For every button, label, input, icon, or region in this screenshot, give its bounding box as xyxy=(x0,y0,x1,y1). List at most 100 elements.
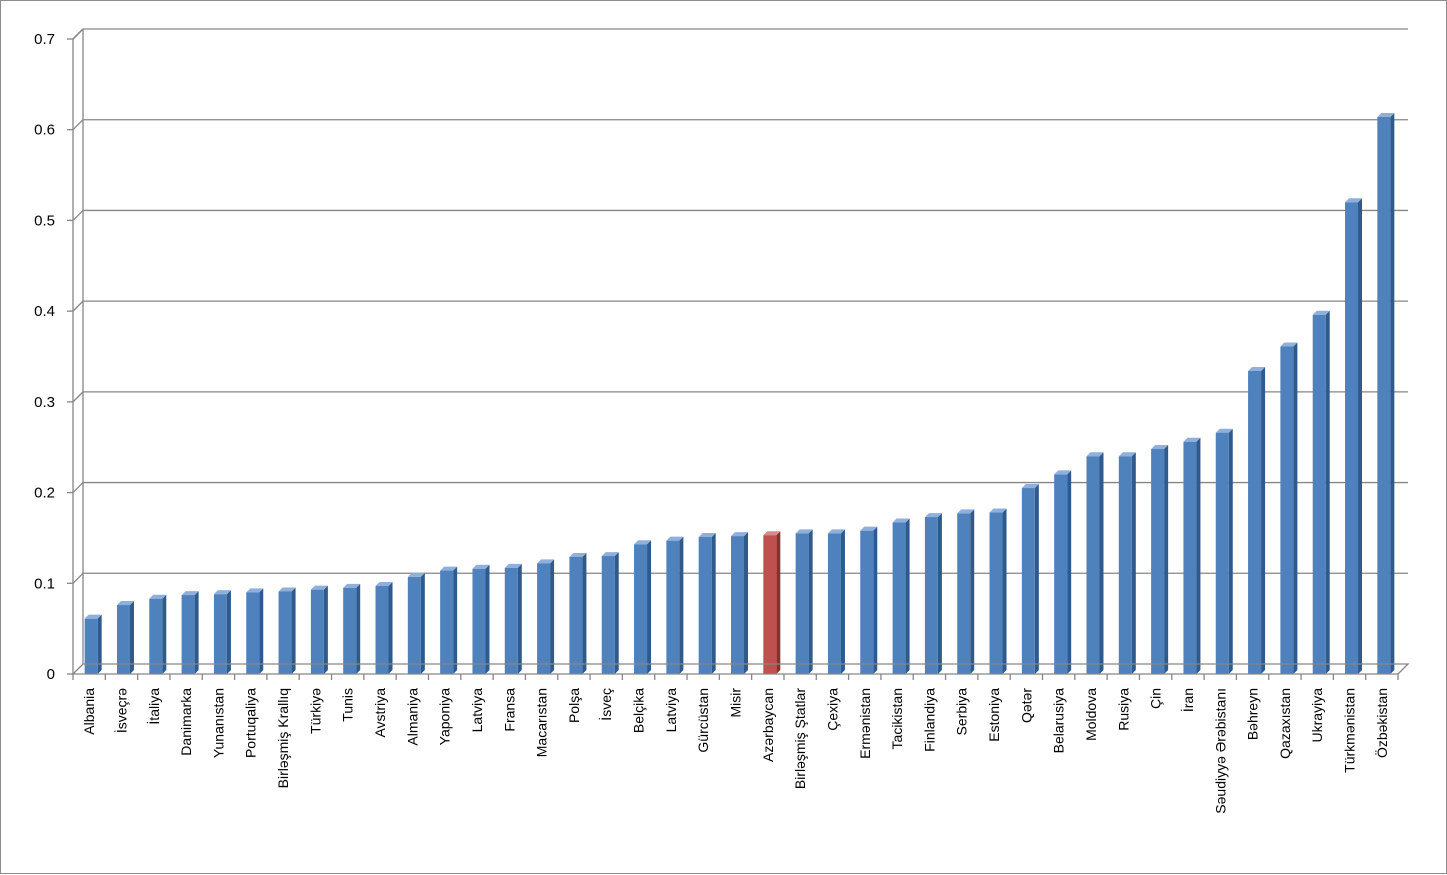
bar-front xyxy=(375,586,389,674)
x-tick-label: Yaponiya xyxy=(437,688,453,746)
x-tick-label: Qətər xyxy=(1018,688,1034,723)
bar-top xyxy=(924,513,942,518)
bar-top xyxy=(860,526,878,531)
bar xyxy=(666,536,684,674)
x-tick-label: Belarusiya xyxy=(1051,688,1067,754)
x-tick-label: Türkmənistan xyxy=(1342,688,1358,773)
bar-front xyxy=(731,536,744,674)
y-tick-label: 0.7 xyxy=(34,31,55,48)
x-tick-label: Misir xyxy=(728,688,744,718)
y-tick-label: 0.6 xyxy=(34,122,55,139)
y-tick-label: 0.2 xyxy=(34,485,55,502)
x-tick-label: Çin xyxy=(1148,688,1164,709)
bar-side xyxy=(840,529,845,674)
gridline-depth xyxy=(72,209,84,221)
bar-side xyxy=(1131,452,1136,674)
gridlines xyxy=(72,28,1408,584)
bar-front xyxy=(1280,346,1294,674)
bar-top xyxy=(1248,367,1266,372)
bar-top xyxy=(1377,113,1395,118)
bar-front xyxy=(472,568,486,674)
x-tick-label: Səudiyyə Ərəbistanı xyxy=(1212,688,1228,814)
bar-top xyxy=(1118,452,1136,457)
bar-top xyxy=(310,585,328,590)
x-tick-label: Azərbaycan xyxy=(760,688,776,762)
bar-top xyxy=(731,532,748,537)
x-tick-label: Birləşmiş Krallıq xyxy=(275,688,291,788)
bar-side xyxy=(97,614,102,674)
bar-front xyxy=(1021,488,1035,674)
bar-top xyxy=(278,587,296,592)
bar xyxy=(116,601,134,674)
bar xyxy=(1345,198,1363,675)
bar xyxy=(278,587,296,674)
bar-top xyxy=(246,588,264,593)
bar-top xyxy=(1312,310,1330,315)
x-tick-label: Qazaxıstan xyxy=(1277,688,1293,759)
bar-front xyxy=(666,540,680,674)
bar-top xyxy=(116,601,134,606)
bar xyxy=(1118,452,1136,674)
bar-side xyxy=(1099,452,1104,674)
bar-side xyxy=(129,601,134,674)
bar xyxy=(601,552,619,674)
bar-side xyxy=(194,591,199,674)
bar xyxy=(310,585,328,674)
bar-side xyxy=(744,532,748,674)
bar-front xyxy=(1054,474,1068,674)
y-tick-label: 0.3 xyxy=(34,394,55,411)
bar-front xyxy=(343,587,357,674)
bar-top xyxy=(504,563,522,568)
bar xyxy=(375,582,393,674)
bar-top xyxy=(149,594,167,599)
bar-side xyxy=(1002,508,1007,674)
x-tick-label: Serbiya xyxy=(954,688,970,736)
bar-top xyxy=(537,559,555,564)
bar xyxy=(1054,470,1072,674)
x-tick-label: Fransa xyxy=(501,688,517,732)
bar xyxy=(989,508,1007,674)
bar xyxy=(860,526,878,674)
bar-front xyxy=(957,513,971,674)
x-tick-label: Latviya xyxy=(469,688,485,733)
x-tick-label: Belçika xyxy=(631,688,647,733)
bar-side xyxy=(1034,484,1039,674)
axes xyxy=(67,28,1410,680)
bar xyxy=(472,564,490,674)
bar-front xyxy=(989,512,1003,674)
bar xyxy=(1021,484,1039,674)
bar-side xyxy=(776,531,781,674)
bar-top xyxy=(569,552,587,557)
x-tick-label: Latviya xyxy=(663,688,679,733)
bar xyxy=(213,590,231,674)
x-tick-label: Ermənistan xyxy=(857,688,873,759)
bar-front xyxy=(827,533,841,674)
gridline-depth xyxy=(72,572,84,584)
x-tick-label: Albania xyxy=(81,688,97,735)
bar-top xyxy=(181,591,199,596)
bar xyxy=(1377,113,1395,674)
bar-top xyxy=(440,566,458,571)
bar xyxy=(924,513,942,674)
bar xyxy=(440,566,458,674)
bar-front xyxy=(1377,117,1391,674)
bar xyxy=(1215,428,1233,674)
bar xyxy=(181,591,199,674)
bar xyxy=(504,563,522,674)
bar-side xyxy=(1325,310,1330,674)
bar-top xyxy=(892,518,910,523)
bar-front xyxy=(1086,456,1100,674)
floor xyxy=(71,663,1410,675)
gridline-depth xyxy=(72,300,84,312)
bar-top xyxy=(1183,437,1201,442)
y-axis-depth xyxy=(72,28,84,40)
x-tick-label: Tacikistan xyxy=(889,688,905,749)
x-tick-label: Tunis xyxy=(340,688,356,722)
bar-front xyxy=(181,595,195,674)
x-tick-label: Türkiyə xyxy=(307,688,323,734)
x-tick-label: Çexiya xyxy=(824,688,840,731)
bar-front xyxy=(440,570,454,674)
bar-top xyxy=(827,529,845,534)
